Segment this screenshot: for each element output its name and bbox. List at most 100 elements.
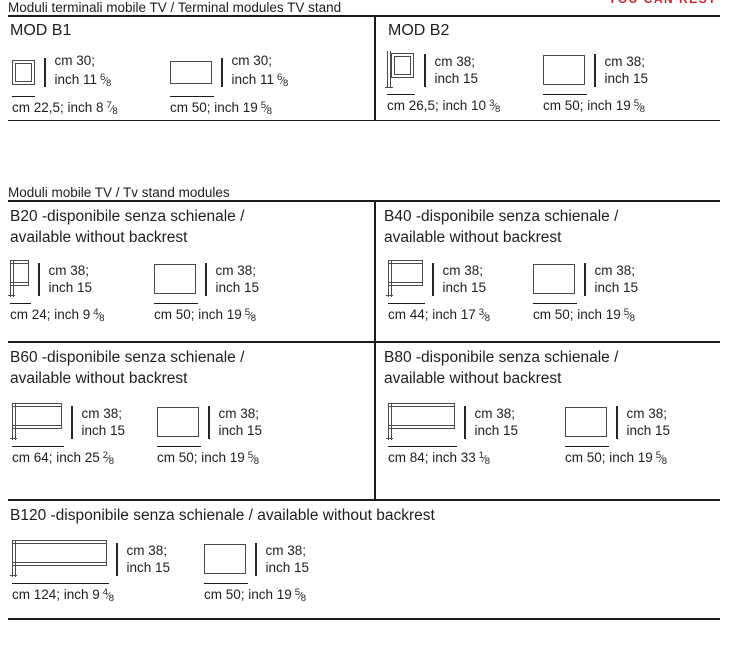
height-dimension-line [424, 53, 426, 87]
cell-b80: B80 -disponibile senza schienale / avail… [376, 341, 720, 499]
width-dimension-line [10, 303, 31, 304]
height-cm-label: cm 38; [434, 53, 476, 69]
height-cm-label: cm 38; [265, 542, 307, 558]
height-dimension-line [594, 53, 596, 87]
width-dimension-line [170, 96, 214, 97]
width-label: cm 50; inch 19 [565, 450, 653, 465]
height-cm-label: cm 38; [442, 262, 484, 278]
module-title-line1: B40 -disponibile senza schienale / [384, 208, 619, 225]
width-label: cm 50; inch 19 [157, 450, 245, 465]
column-divider [374, 17, 376, 121]
width-dimension-line [157, 446, 201, 447]
width-dimension-line [388, 446, 457, 447]
module-front-rect-icon [565, 407, 607, 437]
width-dimension-line [388, 303, 425, 304]
height-cm-label: cm 38; [626, 405, 668, 421]
width-label: cm 24; inch 9 [10, 307, 91, 322]
width-label: cm 50; inch 19 [170, 100, 258, 115]
module-title-line2: available without backrest [384, 370, 562, 387]
height-cm-label: cm 38; [215, 262, 257, 278]
module-title-line1: B80 -disponibile senza schienale / [384, 349, 619, 366]
width-label: cm 50; inch 19 [543, 98, 631, 113]
height-inch-label: inch 15 [126, 560, 171, 575]
height-cm-label: cm 38; [126, 542, 168, 558]
height-inch-label: inch 15 [265, 560, 310, 575]
height-dimension-line [616, 405, 618, 439]
height-cm-label: cm 38; [594, 262, 636, 278]
height-dimension-line [44, 57, 46, 87]
height-cm-label: cm 30; [54, 52, 96, 68]
module-side-profile-icon [8, 260, 29, 298]
height-dimension-line [432, 262, 434, 296]
height-inch-label: inch 15 [474, 423, 519, 438]
fraction: 5⁄8 [260, 100, 272, 117]
figure-b40-front: cm 38; inch 15⁄ cm 50; inch 195⁄8 [533, 260, 638, 324]
width-label: cm 44; inch 17 [388, 307, 476, 322]
cell-mod-b1: MOD B1 cm 30; inch 11 6⁄8 cm 22,5; inch 8… [8, 17, 374, 121]
module-title-line1: B60 -disponibile senza schienale / [10, 349, 245, 366]
module-title-line2: available without backrest [10, 370, 188, 387]
width-dimension-line [204, 583, 248, 584]
width-label: cm 64; inch 25 [12, 450, 100, 465]
height-inch-label: inch 15 [604, 71, 649, 86]
module-front-rect-icon [154, 264, 196, 294]
fraction: 3⁄8 [478, 307, 490, 324]
fraction: 6⁄8 [277, 72, 288, 89]
cell-b120: B120 -disponibile senza schienale / avai… [8, 499, 720, 621]
fraction: 7⁄8 [106, 100, 118, 117]
width-dimension-line [533, 303, 577, 304]
height-cm-label: cm 38; [604, 53, 646, 69]
module-title: B120 -disponibile senza schienale / avai… [10, 507, 435, 524]
figure-b1-side: cm 30; inch 11 6⁄8 cm 22,5; inch 8 7⁄8 [12, 52, 118, 117]
module-side-profile-icon [386, 403, 455, 441]
height-dimension-line [38, 262, 40, 296]
module-front-rect-icon [204, 544, 246, 574]
height-cm-label: cm 30; [231, 52, 273, 68]
module-side-profile-icon [385, 51, 415, 89]
row-divider [8, 499, 720, 501]
cell-b60: B60 -disponibile senza schienale / avail… [8, 341, 374, 499]
fraction: 5⁄8 [633, 98, 645, 115]
width-dimension-line [543, 94, 587, 95]
fraction: 6⁄8 [100, 72, 111, 89]
fraction: 3⁄8 [489, 98, 500, 115]
column-divider [374, 202, 376, 499]
width-label: cm 22,5; inch 8 [12, 100, 104, 115]
fraction: 5⁄8 [247, 450, 259, 467]
height-inch-label: inch 11 [231, 72, 275, 87]
module-title-line2: available without backrest [10, 229, 188, 246]
figure-b120-front: cm 38; inch 15⁄ cm 50; inch 195⁄8 [204, 540, 309, 604]
module-side-profile-icon [12, 59, 35, 85]
cell-b20: B20 -disponibile senza schienale / avail… [8, 202, 374, 341]
height-cm-label: cm 38; [81, 405, 123, 421]
height-dimension-line [208, 405, 210, 439]
module-title-line2: available without backrest [384, 229, 562, 246]
module-side-profile-icon [386, 260, 423, 298]
clipped-red-slogan: YOU CAN REST [608, 0, 717, 6]
figure-b80-front: cm 38; inch 15⁄ cm 50; inch 195⁄8 [565, 403, 670, 467]
width-dimension-line [12, 96, 35, 97]
module-title: B40 -disponibile senza schienale / avail… [384, 206, 618, 248]
figure-b120-side: cm 38; inch 15⁄ cm 124; inch 94⁄8 [10, 540, 171, 604]
cell-mod-b2: MOD B2 cm 38; inch 15⁄ cm 26,5; inch 103… [376, 17, 720, 121]
width-label: cm 50; inch 19 [204, 587, 292, 602]
width-dimension-line [387, 94, 415, 95]
terminal-modules-table: MOD B1 cm 30; inch 11 6⁄8 cm 22,5; inch 8… [8, 15, 720, 121]
height-dimension-line [464, 405, 466, 439]
fraction: 5⁄8 [655, 450, 667, 467]
height-inch-label: inch 15 [434, 71, 479, 86]
figure-b1-front: cm 30; inch 11 6⁄8 cm 50; inch 19 5⁄8 [170, 53, 288, 117]
width-label: cm 50; inch 19 [533, 307, 621, 322]
width-dimension-line [154, 303, 198, 304]
figure-b40-side: cm 38; inch 15⁄ cm 44; inch 173⁄8 [386, 260, 490, 324]
width-label: cm 124; inch 9 [12, 587, 100, 602]
section-heading-terminal: Moduli terminali mobile TV / Terminal mo… [8, 0, 342, 15]
module-title: B20 -disponibile senza schienale / avail… [10, 206, 244, 248]
figure-b20-side: cm 38; inch 15⁄ cm 24; inch 94⁄8 [8, 260, 105, 324]
figure-b60-side: cm 38; inch 15⁄ cm 64; inch 252⁄8 [10, 403, 126, 467]
height-dimension-line [116, 542, 118, 576]
height-dimension-line [205, 262, 207, 296]
height-inch-label: inch 15 [81, 423, 126, 438]
fraction: 5⁄8 [244, 307, 256, 324]
